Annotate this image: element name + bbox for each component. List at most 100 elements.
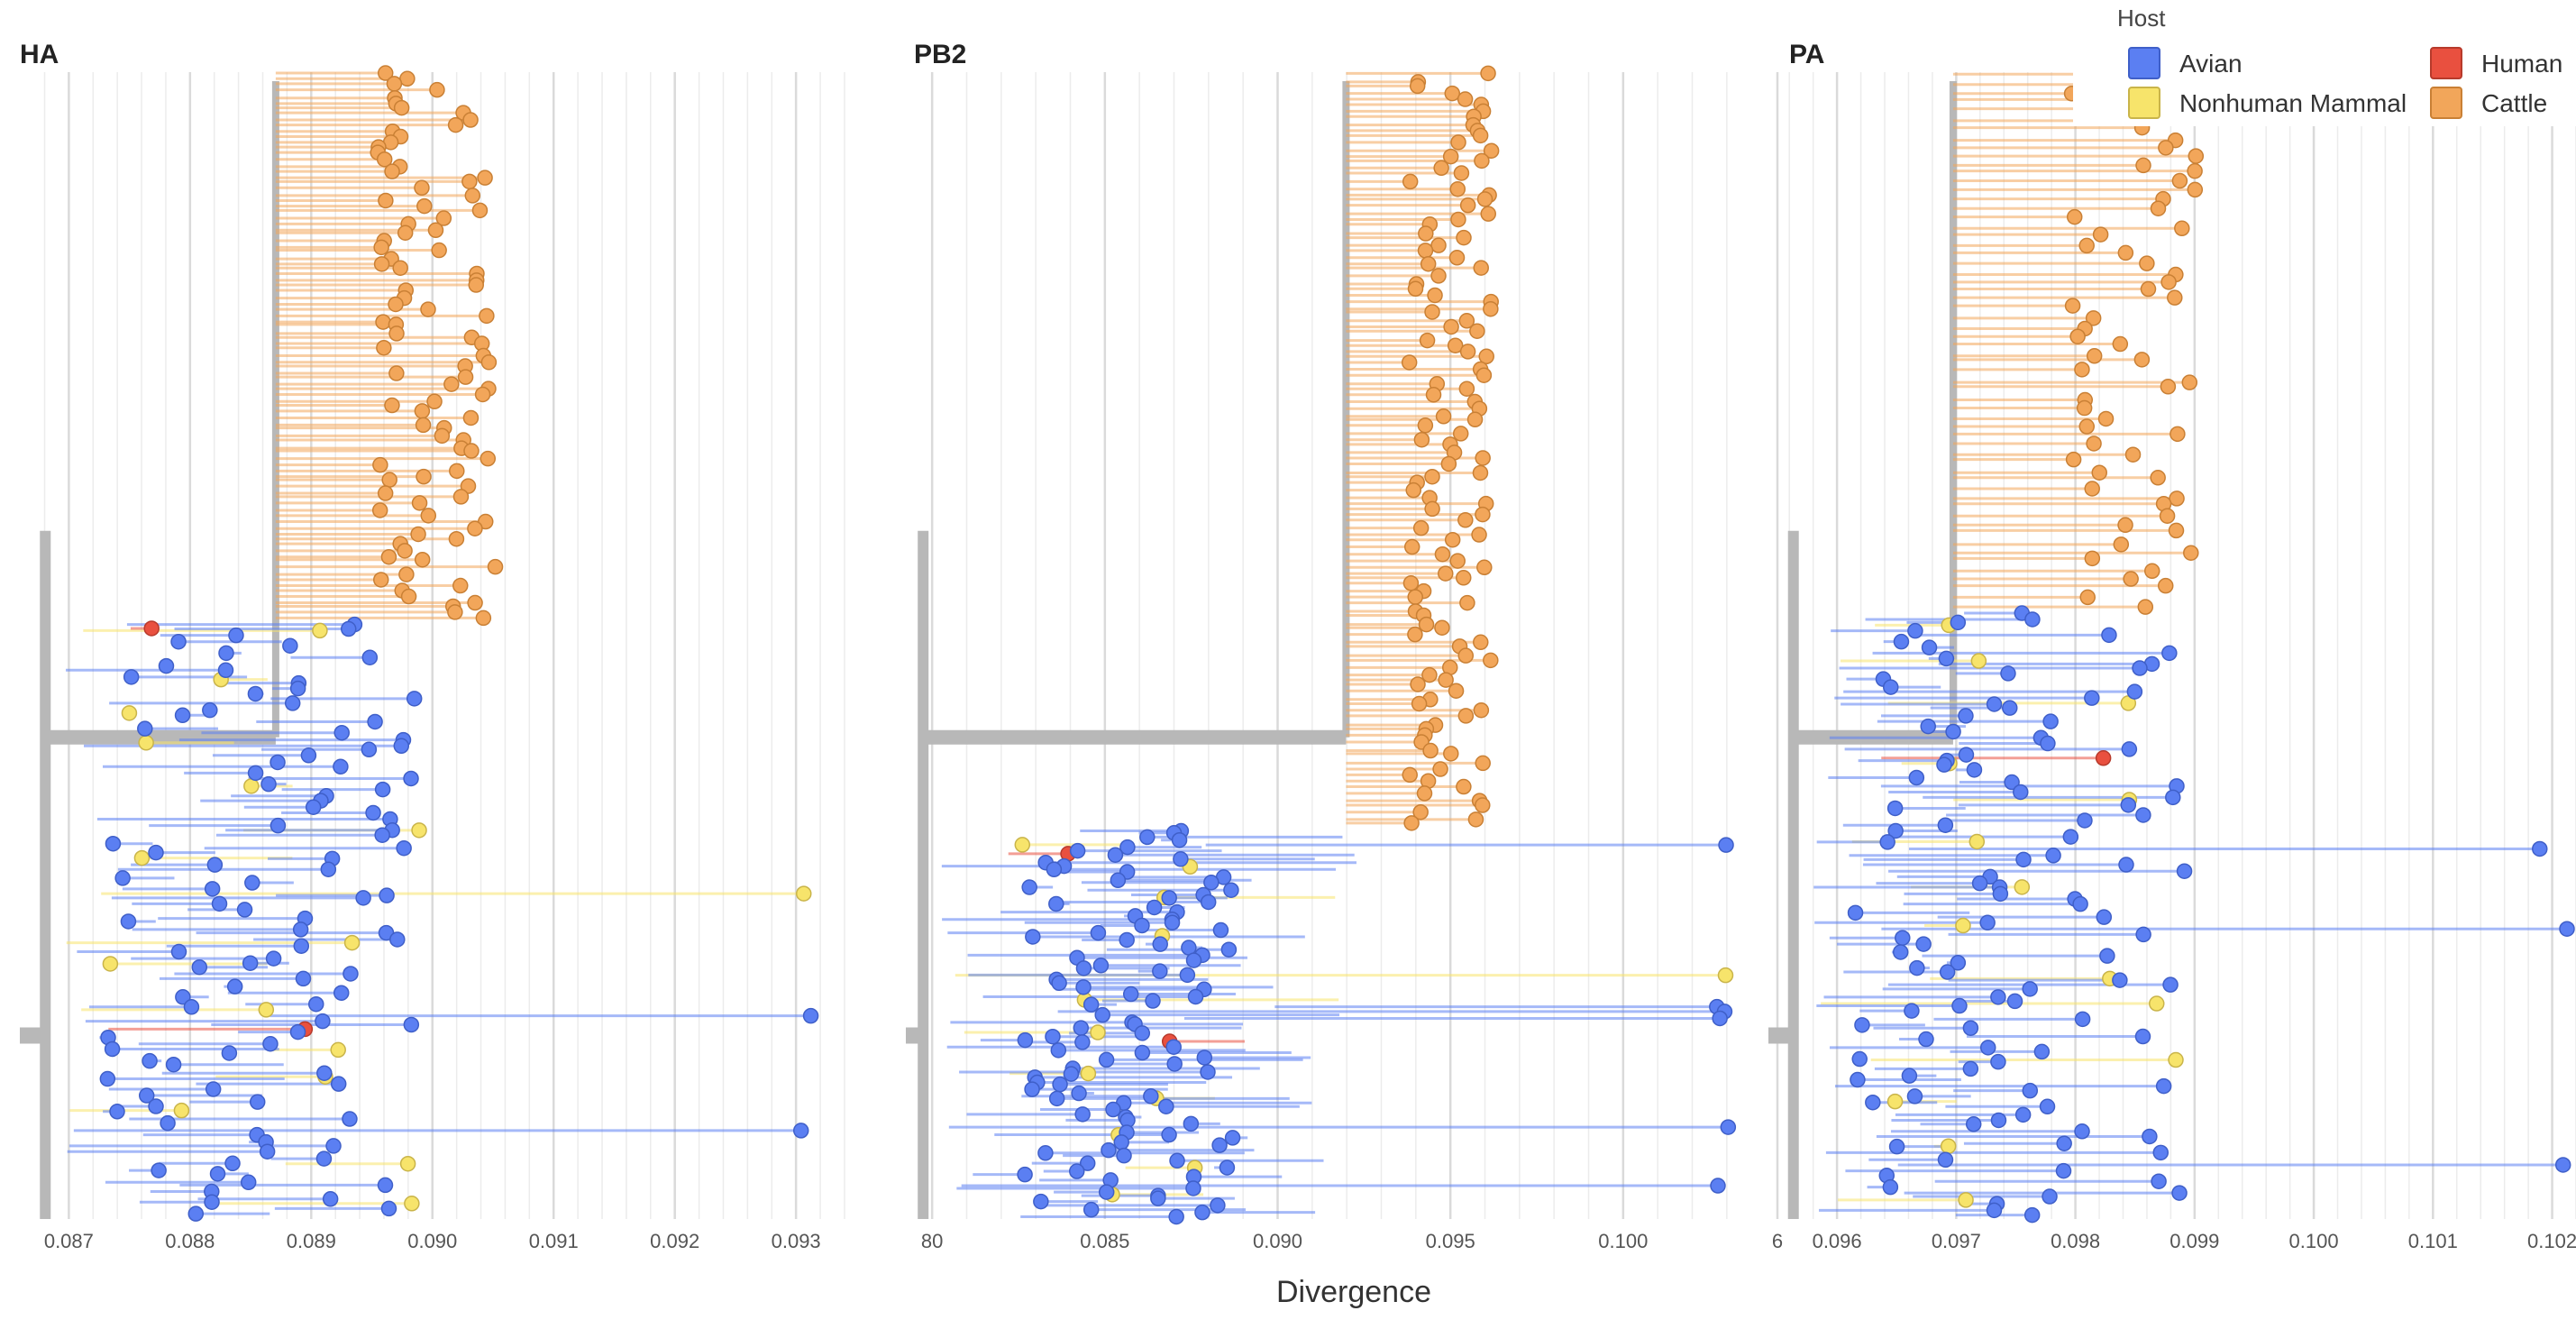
tip-node-avian[interactable] (380, 1200, 397, 1217)
tip-node-cattle[interactable] (378, 192, 394, 209)
tip-node-avian[interactable] (2132, 660, 2148, 676)
tip-node-avian[interactable] (1951, 997, 1968, 1014)
tip-node-nonhuman-mammal[interactable] (2149, 995, 2165, 1012)
tip-node-avian[interactable] (1718, 837, 1734, 853)
tip-node-avian[interactable] (148, 844, 164, 861)
tip-node-cattle[interactable] (1473, 634, 1489, 651)
tip-node-cattle[interactable] (2174, 220, 2190, 237)
tip-node-avian[interactable] (2024, 611, 2041, 628)
tip-node-cattle[interactable] (2123, 571, 2139, 587)
tip-node-avian[interactable] (396, 839, 412, 857)
tip-node-cattle[interactable] (452, 489, 470, 505)
tip-node-avian[interactable] (1092, 958, 1110, 974)
tip-node-avian[interactable] (1050, 1042, 1067, 1059)
tip-node-avian[interactable] (1220, 941, 1238, 958)
tip-node-avian[interactable] (2014, 1106, 2032, 1123)
tip-node-cattle[interactable] (1416, 785, 1433, 802)
tip-node-cattle[interactable] (2135, 157, 2151, 174)
tip-node-avian[interactable] (1101, 1141, 1117, 1159)
tip-node-avian[interactable] (206, 857, 224, 873)
tip-node-avian[interactable] (1073, 1020, 1090, 1036)
tip-node-cattle[interactable] (1403, 815, 1420, 831)
tip-node-avian[interactable] (333, 985, 350, 1001)
tip-node-avian[interactable] (1098, 1184, 1115, 1200)
tip-node-avian[interactable] (1979, 914, 1996, 931)
tip-node-avian[interactable] (1904, 1003, 1920, 1019)
tip-node-avian[interactable] (240, 1174, 257, 1191)
tip-node-avian[interactable] (1886, 800, 1904, 817)
tip-node-avian[interactable] (361, 741, 378, 758)
tip-node-cattle[interactable] (380, 548, 397, 565)
tip-node-cattle[interactable] (1475, 367, 1493, 383)
tip-node-cattle[interactable] (1455, 570, 1472, 586)
tip-node-cattle[interactable] (2159, 508, 2176, 524)
tip-node-avian[interactable] (1210, 1197, 1226, 1214)
tip-node-avian[interactable] (142, 1052, 158, 1069)
tip-node-avian[interactable] (2015, 851, 2032, 868)
tip-node-nonhuman-mammal[interactable] (243, 778, 260, 794)
tip-node-avian[interactable] (1203, 874, 1219, 891)
tip-node-avian[interactable] (217, 662, 234, 679)
tip-node-avian[interactable] (1082, 1201, 1100, 1218)
tip-node-avian[interactable] (322, 1191, 339, 1207)
tip-node-cattle[interactable] (1403, 538, 1420, 555)
tip-node-avian[interactable] (265, 950, 282, 967)
tip-node-cattle[interactable] (400, 588, 417, 605)
tip-node-nonhuman-mammal[interactable] (1969, 833, 1986, 850)
tip-node-avian[interactable] (305, 799, 322, 815)
tip-node-cattle[interactable] (1424, 304, 1440, 320)
tip-node-avian[interactable] (1051, 975, 1067, 992)
tip-node-avian[interactable] (1139, 829, 1156, 846)
tip-node-cattle[interactable] (1443, 746, 1459, 762)
tip-node-avian[interactable] (1196, 1050, 1213, 1066)
tip-node-avian[interactable] (2126, 683, 2143, 700)
tip-node-cattle[interactable] (1448, 250, 1466, 266)
tip-node-cattle[interactable] (2160, 379, 2177, 395)
tip-node-nonhuman-mammal[interactable] (2014, 879, 2031, 895)
tip-node-avian[interactable] (2072, 895, 2088, 912)
tip-node-cattle[interactable] (1452, 426, 1469, 442)
tip-node-cattle[interactable] (376, 339, 392, 356)
tip-node-cattle[interactable] (461, 173, 478, 190)
tip-node-cattle[interactable] (443, 376, 460, 392)
legend-item-human[interactable]: Human (2430, 47, 2562, 79)
tip-node-avian[interactable] (209, 1166, 226, 1182)
tip-node-cattle[interactable] (384, 163, 400, 179)
tip-node-avian[interactable] (1194, 1204, 1210, 1221)
tip-node-avian[interactable] (1164, 914, 1181, 931)
tip-node-cattle[interactable] (371, 502, 388, 518)
tip-node-cattle[interactable] (487, 558, 504, 575)
tip-node-avian[interactable] (262, 1036, 279, 1052)
tip-node-cattle[interactable] (2084, 481, 2100, 497)
tip-node-avian[interactable] (2022, 981, 2038, 997)
tip-node-avian[interactable] (174, 707, 191, 724)
tip-node-cattle[interactable] (1483, 300, 1499, 317)
tip-node-cattle[interactable] (2078, 237, 2095, 254)
tip-node-cattle[interactable] (1476, 559, 1493, 576)
tip-node-cattle[interactable] (1457, 647, 1475, 664)
tip-node-cattle[interactable] (372, 572, 389, 588)
tip-node-avian[interactable] (374, 827, 390, 843)
tip-node-avian[interactable] (1892, 944, 1909, 960)
tip-node-avian[interactable] (792, 1123, 809, 1139)
tip-node-cattle[interactable] (2078, 418, 2096, 435)
tip-node-avian[interactable] (105, 835, 122, 852)
tip-node-nonhuman-mammal[interactable] (330, 1041, 346, 1059)
tip-node-avian[interactable] (2162, 976, 2179, 993)
tip-node-avian[interactable] (343, 966, 359, 982)
tip-node-cattle[interactable] (2065, 451, 2082, 468)
tip-node-avian[interactable] (2062, 829, 2079, 845)
tip-node-avian[interactable] (1895, 930, 1911, 946)
tip-node-cattle[interactable] (2097, 410, 2115, 427)
tip-node-avian[interactable] (204, 881, 221, 897)
tip-node-cattle[interactable] (2064, 298, 2081, 314)
tip-node-cattle[interactable] (1417, 243, 1434, 259)
tip-node-avian[interactable] (1219, 1160, 1236, 1176)
tip-node-avian[interactable] (315, 1150, 333, 1167)
tip-node-cattle[interactable] (1407, 280, 1424, 298)
tip-node-cattle[interactable] (388, 296, 404, 313)
tip-node-nonhuman-mammal[interactable] (312, 622, 328, 639)
tip-node-avian[interactable] (1045, 1028, 1061, 1045)
tip-node-cattle[interactable] (2187, 162, 2203, 179)
tip-node-avian[interactable] (2155, 1077, 2172, 1095)
